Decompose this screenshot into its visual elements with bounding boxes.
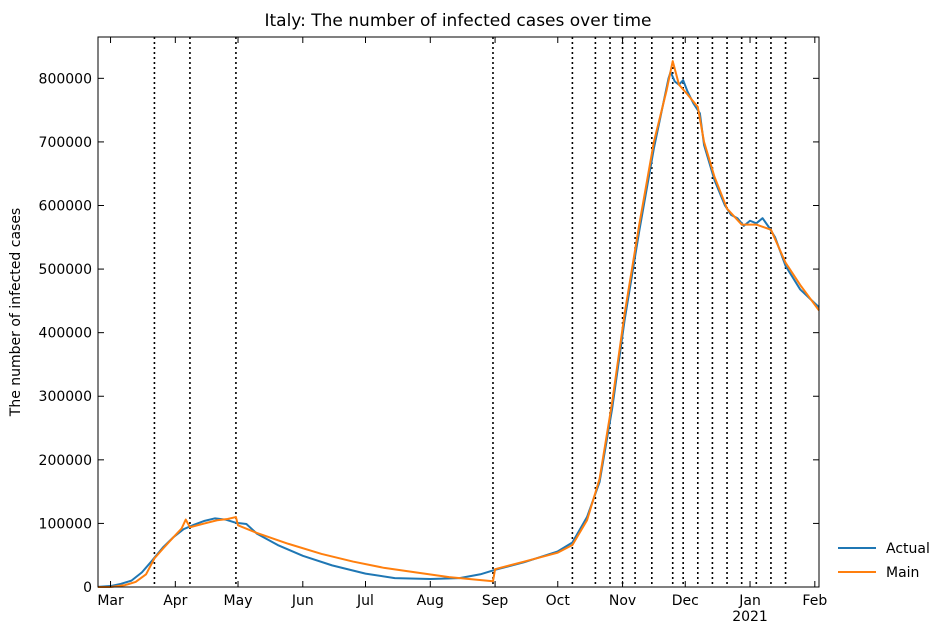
x-tick-label: May xyxy=(224,593,253,609)
x-tick-label: Mar xyxy=(97,593,124,609)
y-tick-label: 500000 xyxy=(39,262,92,278)
series-line-main xyxy=(98,60,820,588)
legend-label-actual: Actual xyxy=(886,541,930,557)
x-tick-label: Jan xyxy=(738,593,761,609)
y-axis-label: The number of infected cases xyxy=(8,208,24,417)
y-tick-label: 0 xyxy=(83,580,92,596)
x-tick-label: Sep xyxy=(482,593,509,609)
y-tick-label: 800000 xyxy=(39,71,92,87)
legend: Actual Main xyxy=(838,541,930,581)
chart-title: Italy: The number of infected cases over… xyxy=(264,11,651,31)
plot-frame xyxy=(97,36,820,588)
x-tick-label: Jul xyxy=(356,593,374,609)
y-tick-label: 600000 xyxy=(39,198,92,214)
y-tick-label: 200000 xyxy=(39,453,92,469)
x-tick-label: Aug xyxy=(417,593,444,609)
series-line-actual xyxy=(97,70,820,588)
y-tick-label: 300000 xyxy=(39,389,92,405)
y-tick-label: 700000 xyxy=(39,135,92,151)
change-date-lines xyxy=(153,37,787,587)
x-tick-label: Jun xyxy=(291,593,314,609)
x-tick-label: Apr xyxy=(163,593,187,609)
y-tick-label: 400000 xyxy=(39,326,92,342)
y-tick-label: 100000 xyxy=(39,516,92,532)
y-axis-ticks: 0 100000 200000 300000 400000 500000 600000 700… xyxy=(39,71,819,596)
x-tick-label: Dec xyxy=(672,593,699,609)
x-year-label: 2021 xyxy=(732,609,768,625)
legend-label-main: Main xyxy=(886,565,919,581)
x-tick-label: Nov xyxy=(609,593,636,609)
series-layer xyxy=(97,60,820,588)
x-axis-ticks: Mar Apr May Jun Jul Aug Sep Oct Nov Dec Jan Feb 2021 xyxy=(97,37,827,625)
x-tick-label: Feb xyxy=(802,593,827,609)
x-tick-label: Oct xyxy=(546,593,571,609)
